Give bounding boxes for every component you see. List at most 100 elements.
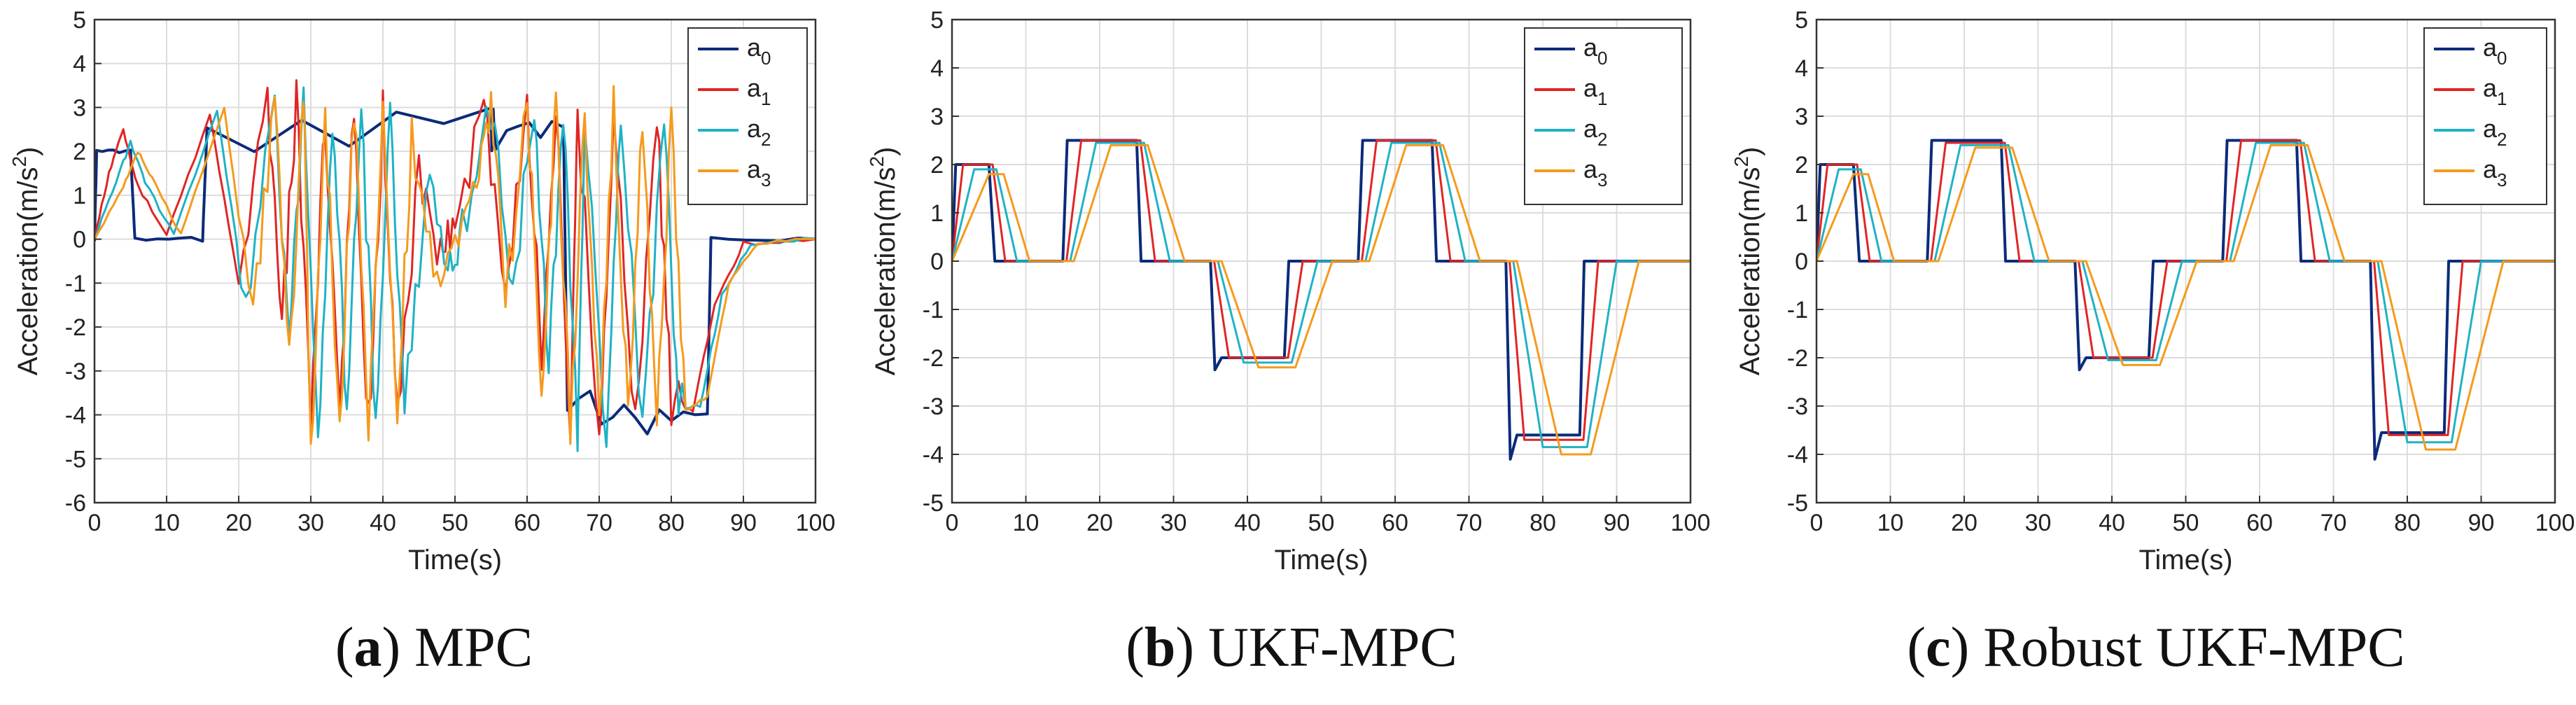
y-tick-label: 2 <box>930 152 944 179</box>
x-tick-label: 40 <box>1234 510 1261 536</box>
legend-label-a0: a0 <box>747 33 771 69</box>
y-tick-label: -1 <box>1787 297 1808 323</box>
caption-text-b: UKF-MPC <box>1208 617 1457 678</box>
y-axis-label: Acceleration(m/s2) <box>1730 147 1765 376</box>
y-tick-label: -4 <box>65 403 86 429</box>
y-tick-label: 5 <box>930 7 944 34</box>
x-axis-label: Time(s) <box>2138 545 2232 575</box>
x-tick-label: 30 <box>2025 510 2052 536</box>
y-tick-label: 3 <box>73 95 86 121</box>
legend-label-a2: a2 <box>2483 114 2507 150</box>
x-tick-label: 100 <box>2535 510 2575 536</box>
y-tick-label: 4 <box>930 55 944 82</box>
x-tick-label: 90 <box>730 510 757 536</box>
y-tick-label: 0 <box>930 249 944 275</box>
y-axis-label-close: ) <box>1735 147 1765 156</box>
x-axis-label: Time(s) <box>408 545 502 575</box>
y-axis-label: Acceleration(m/s2) <box>866 147 901 376</box>
caption-text-c: Robust UKF-MPC <box>1983 617 2405 678</box>
x-tick-label: 20 <box>1951 510 1977 536</box>
y-tick-label: -2 <box>923 345 944 372</box>
x-tick-label: 20 <box>225 510 252 536</box>
chart-mpc: 0 10 20 30 40 50 60 70 80 90 100543210-1-2-3-4-5-6… <box>8 7 835 575</box>
legend-label-a1: a1 <box>2483 74 2507 109</box>
x-tick-label: 0 <box>946 510 959 536</box>
legend: a0 a1 a2 a3 <box>1524 27 1683 205</box>
y-tick-label: -5 <box>65 446 86 473</box>
legend-label-a0: a0 <box>2483 33 2507 69</box>
series-line-a3 <box>1816 144 2555 451</box>
series-line-a2 <box>94 86 816 452</box>
y-axis-label-sup: 2 <box>8 156 30 167</box>
y-tick-label: 4 <box>73 51 86 78</box>
y-tick-label: 4 <box>1795 55 1808 82</box>
y-tick-label: -1 <box>923 297 944 323</box>
y-tick-label: -3 <box>65 358 86 385</box>
x-tick-label: 0 <box>1810 510 1823 536</box>
legend-label-a3: a3 <box>2483 155 2507 190</box>
x-tick-label: 60 <box>514 510 540 536</box>
y-tick-label: 5 <box>1795 7 1808 34</box>
legend-label-a3: a3 <box>747 155 771 190</box>
y-tick-label: 3 <box>1795 104 1808 130</box>
x-tick-label: 10 <box>1013 510 1040 536</box>
x-tick-label: 30 <box>298 510 324 536</box>
caption-text-a: MPC <box>414 617 533 678</box>
y-tick-label: 1 <box>930 200 944 227</box>
x-tick-label: 50 <box>2173 510 2199 536</box>
x-tick-label: 50 <box>442 510 468 536</box>
y-axis-label-text: Acceleration(m/s <box>1735 167 1765 376</box>
x-tick-label: 40 <box>370 510 396 536</box>
y-tick-label: 2 <box>73 139 86 165</box>
x-axis-label: Time(s) <box>1274 545 1368 575</box>
x-tick-label: 100 <box>1671 510 1711 536</box>
y-tick-label: -4 <box>923 442 944 468</box>
x-tick-label: 70 <box>2320 510 2347 536</box>
legend: a0 a1 a2 a3 <box>2423 27 2547 205</box>
y-tick-label: 1 <box>73 183 86 209</box>
x-tick-label: 50 <box>1308 510 1335 536</box>
x-tick-label: 10 <box>1877 510 1904 536</box>
y-tick-label: -5 <box>923 490 944 517</box>
y-tick-label: 0 <box>1795 249 1808 275</box>
x-tick-label: 70 <box>586 510 612 536</box>
legend-label-a2: a2 <box>1583 114 1608 150</box>
legend-label-a2: a2 <box>747 114 771 150</box>
caption-letter-b: b <box>1144 617 1176 678</box>
y-tick-label: -6 <box>65 490 86 517</box>
x-tick-label: 80 <box>2394 510 2421 536</box>
x-tick-label: 40 <box>2099 510 2125 536</box>
y-tick-label: 0 <box>73 227 86 253</box>
series-line-a3 <box>94 85 816 445</box>
y-axis-label-text: Acceleration(m/s <box>870 167 901 376</box>
legend-label-a0: a0 <box>1583 33 1608 69</box>
y-axis-label-close: ) <box>870 147 901 156</box>
y-tick-label: -1 <box>65 270 86 297</box>
caption-b: (b) UKF-MPC <box>1126 617 1457 678</box>
x-tick-label: 70 <box>1456 510 1483 536</box>
y-tick-label: -2 <box>1787 345 1808 372</box>
caption-letter-a: a <box>354 617 382 678</box>
caption-letter-c: c <box>1926 617 1951 678</box>
x-tick-label: 90 <box>1604 510 1630 536</box>
y-tick-label: -2 <box>65 314 86 341</box>
y-axis-label-text: Acceleration(m/s <box>13 167 43 376</box>
x-tick-label: 90 <box>2468 510 2495 536</box>
chart-robust-ukf-mpc: 0 10 20 30 40 50 60 70 80 90 100543210-1-2-3-4-5Ti… <box>1730 7 2575 575</box>
x-tick-label: 20 <box>1086 510 1113 536</box>
legend-box <box>1524 27 1683 205</box>
x-tick-label: 80 <box>658 510 685 536</box>
x-tick-label: 80 <box>1530 510 1556 536</box>
y-axis-label-close: ) <box>13 147 43 156</box>
y-axis-label: Acceleration(m/s2) <box>8 147 43 376</box>
y-tick-label: -3 <box>923 393 944 420</box>
x-tick-label: 30 <box>1161 510 1187 536</box>
x-tick-label: 60 <box>1382 510 1408 536</box>
y-tick-label: 1 <box>1795 200 1808 227</box>
chart-ukf-mpc: 0 10 20 30 40 50 60 70 80 90 100543210-1-2-3-4-5Ti… <box>866 7 1710 575</box>
y-tick-label: 3 <box>930 104 944 130</box>
caption-a: (a) MPC <box>335 617 533 678</box>
x-tick-label: 10 <box>153 510 180 536</box>
caption-c: (c) Robust UKF-MPC <box>1907 617 2405 678</box>
